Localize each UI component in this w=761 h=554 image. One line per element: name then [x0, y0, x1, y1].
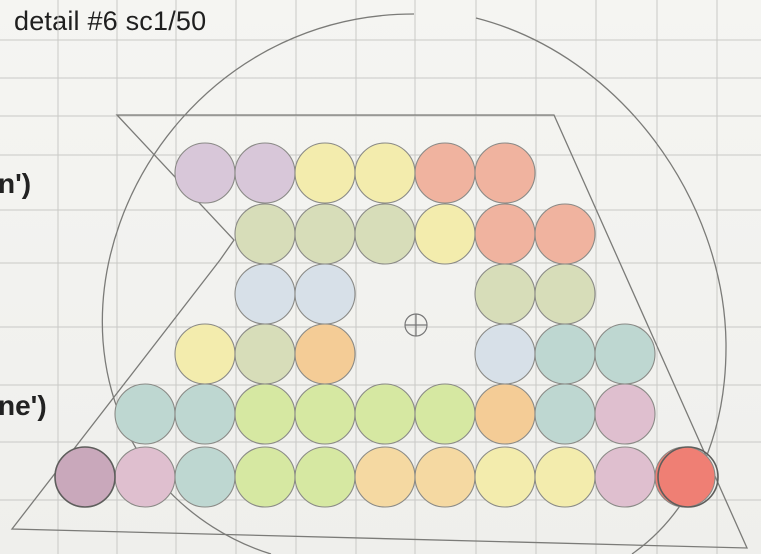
circle-salmon [534, 203, 596, 265]
circle-pink [594, 383, 656, 445]
circle-pale_yellow [474, 446, 536, 508]
circle-pale_yellow [414, 203, 476, 265]
circle-lime [414, 383, 476, 445]
circle-teal_grey [174, 446, 236, 508]
circle-pale_yellow [534, 446, 596, 508]
circle-sage [354, 203, 416, 265]
circle-peach [294, 323, 356, 385]
right-edge-accent [657, 446, 719, 508]
page-title: detail #6 sc1/50 [14, 6, 207, 36]
circle-sage [534, 263, 596, 325]
circle-teal_grey [534, 323, 596, 385]
circle-pale_yellow [174, 323, 236, 385]
left-edge-accent [54, 446, 116, 508]
circle-sage [474, 263, 536, 325]
circle-red [654, 446, 716, 508]
circle-powder_blue [474, 323, 536, 385]
circle-orange_yellow [354, 446, 416, 508]
center-mark-group [404, 313, 428, 337]
circle-lime [234, 383, 296, 445]
circle-lime [294, 383, 356, 445]
circle-lime [294, 446, 356, 508]
side-label-lower: ne') [0, 390, 47, 421]
circle-lime [234, 446, 296, 508]
circle-pink [114, 446, 176, 508]
circle-peach [474, 383, 536, 445]
circle-salmon [474, 203, 536, 265]
color-circles [54, 142, 719, 508]
circle-salmon [474, 142, 536, 204]
circle-teal_grey [114, 383, 176, 445]
circle-teal_grey [594, 323, 656, 385]
circle-pale_yellow [354, 142, 416, 204]
circle-lavender [174, 142, 236, 204]
circle-pink [594, 446, 656, 508]
circle-teal_grey [174, 383, 236, 445]
circle-powder_blue [234, 263, 296, 325]
circle-pale_yellow [294, 142, 356, 204]
circle-orange_yellow [414, 446, 476, 508]
circle-sage [294, 203, 356, 265]
circle-teal_grey [534, 383, 596, 445]
circle-powder_blue [294, 263, 356, 325]
side-label-upper: n') [0, 168, 32, 199]
circle-lavender [234, 142, 296, 204]
circle-sage [234, 203, 296, 265]
circle-sage [234, 323, 296, 385]
circle-lime [354, 383, 416, 445]
circle-salmon [414, 142, 476, 204]
trapezoid-outline [10, 114, 749, 549]
outer-circle [101, 13, 415, 554]
